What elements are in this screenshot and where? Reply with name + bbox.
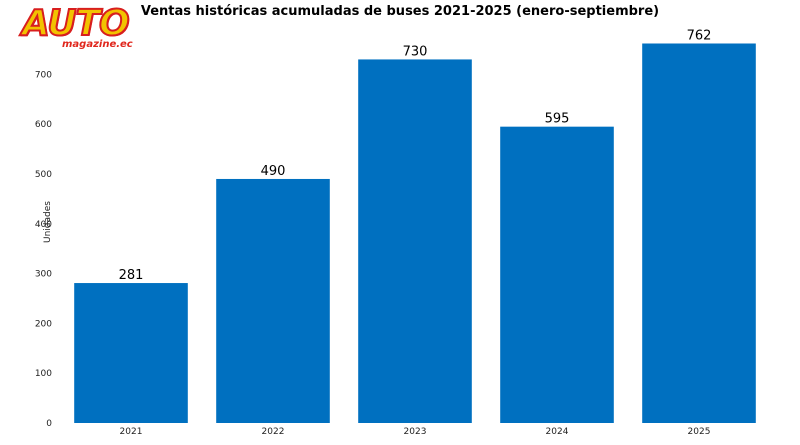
- x-axis: 2021 2022 2023 2024 2025: [120, 427, 711, 437]
- chart-title: Ventas históricas acumuladas de buses 20…: [140, 4, 660, 19]
- logo-word: AUTO: [21, 3, 131, 44]
- x-tick-label-2021: 2021: [120, 427, 143, 437]
- bar-2022: [216, 178, 330, 423]
- y-tick-label: 500: [35, 170, 52, 180]
- automagazine-logo: AUTO magazine.ec: [21, 3, 142, 52]
- bar-2021: [74, 283, 188, 423]
- value-label-2025: 762: [687, 28, 712, 43]
- logo-subtext: magazine.ec: [62, 39, 133, 50]
- y-tick-label: 400: [35, 220, 52, 230]
- x-tick-label-2023: 2023: [404, 427, 427, 437]
- y-tick-label: 0: [46, 419, 52, 429]
- bar-2024: [500, 126, 614, 424]
- x-tick-label-2024: 2024: [546, 427, 569, 437]
- y-tick-label: 200: [35, 319, 52, 329]
- bar-2023: [358, 59, 472, 424]
- value-label-2023: 730: [403, 44, 428, 59]
- bar-2025: [642, 43, 756, 424]
- x-tick-label-2025: 2025: [688, 427, 711, 437]
- bars: 281 490 730 595 762: [74, 28, 756, 424]
- x-tick-label-2022: 2022: [262, 427, 285, 437]
- value-label-2024: 595: [545, 112, 570, 127]
- y-tick-label: 600: [35, 120, 52, 130]
- y-axis-label: Unidades: [43, 201, 53, 243]
- value-label-2022: 490: [261, 164, 286, 179]
- value-label-2021: 281: [119, 268, 144, 283]
- y-tick-label: 300: [35, 270, 52, 280]
- y-axis: 0 100 200 300 400 500 600 700: [35, 70, 52, 429]
- y-tick-label: 700: [35, 70, 52, 80]
- y-tick-label: 100: [35, 369, 52, 379]
